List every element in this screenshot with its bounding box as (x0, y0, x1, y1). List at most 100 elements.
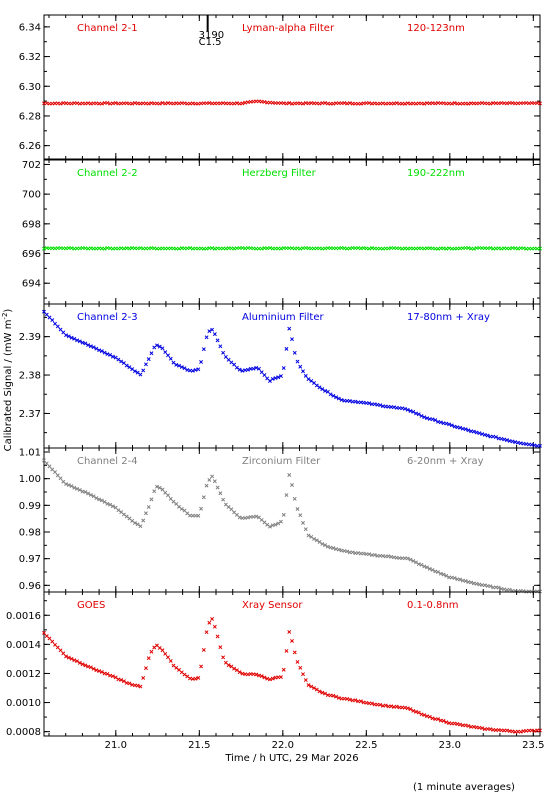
data-point (130, 682, 135, 687)
data-point (201, 347, 206, 352)
data-point (50, 467, 55, 472)
data-point (44, 312, 49, 317)
data-point (226, 663, 231, 668)
data-point (138, 524, 143, 529)
data-point (77, 660, 82, 665)
data-point (342, 101, 347, 105)
data-point (279, 519, 283, 524)
data-point (317, 385, 322, 390)
data-point (105, 100, 110, 105)
data-point (204, 246, 209, 251)
data-point (53, 642, 57, 647)
data-point (69, 335, 74, 340)
data-point (66, 483, 71, 487)
data-point (75, 101, 80, 106)
data-point (334, 395, 339, 400)
data-point (444, 421, 449, 426)
data-point (496, 246, 501, 251)
data-point (284, 101, 289, 106)
y-tick-label: 1.01 (19, 448, 41, 459)
data-point (295, 507, 300, 511)
data-point (268, 379, 272, 383)
panel-frame-3 (43, 303, 541, 449)
data-series-3 (42, 309, 542, 448)
data-point (55, 473, 60, 478)
data-point (221, 655, 226, 660)
data-point (314, 383, 319, 388)
data-point (422, 415, 427, 420)
y-tick-label: 6.26 (19, 141, 41, 152)
data-point (301, 369, 305, 374)
data-point (254, 514, 259, 519)
data-point (75, 486, 80, 491)
data-point (212, 624, 217, 629)
data-point (499, 436, 504, 441)
data-point (290, 337, 294, 342)
data-point (64, 333, 68, 338)
data-point (127, 246, 132, 251)
data-point (72, 485, 77, 490)
y-tick-label: 2.38 (19, 371, 41, 382)
data-point (471, 429, 476, 434)
data-point (58, 476, 63, 481)
y-tick-label: 0.0010 (6, 698, 41, 709)
data-point (221, 497, 226, 502)
data-point (141, 368, 146, 373)
data-point (408, 707, 413, 712)
data-point (447, 422, 452, 427)
data-point (334, 547, 339, 552)
data-point (386, 554, 391, 559)
data-point (458, 722, 463, 727)
data-point (400, 406, 405, 411)
data-point (303, 527, 308, 532)
data-point (416, 412, 421, 417)
x-tick-label: 23.5 (522, 740, 544, 751)
data-point (510, 729, 515, 734)
data-point (210, 246, 215, 250)
data-point (80, 340, 85, 345)
data-point (116, 357, 121, 362)
y-tick-label: 694 (22, 279, 41, 290)
data-point (201, 647, 206, 652)
data-point (287, 473, 292, 477)
data-point (516, 440, 520, 445)
data-point (53, 321, 57, 326)
data-point (221, 350, 226, 355)
data-point (94, 668, 99, 673)
data-point (58, 648, 63, 653)
panel-label: 120-123nm (407, 23, 465, 34)
data-point (163, 350, 168, 355)
data-point (477, 582, 482, 587)
data-point (301, 672, 305, 677)
data-point (99, 101, 104, 106)
data-point (160, 648, 165, 653)
data-point (146, 101, 151, 106)
data-point (210, 474, 215, 479)
data-point (259, 674, 264, 679)
data-point (466, 723, 471, 728)
data-point (455, 722, 460, 726)
data-point (502, 587, 507, 592)
data-point (345, 101, 350, 106)
data-point (416, 562, 421, 567)
data-point (389, 554, 394, 559)
data-point (102, 671, 107, 676)
data-point (449, 423, 454, 428)
data-point (69, 656, 74, 661)
y-tick-label: 1.00 (19, 474, 41, 485)
data-point (303, 100, 308, 105)
data-point (422, 101, 427, 106)
data-point (298, 513, 303, 518)
data-point (55, 645, 60, 650)
data-point (347, 246, 352, 251)
data-point (403, 705, 407, 710)
data-point (113, 505, 118, 510)
data-point (157, 485, 162, 490)
data-point (166, 655, 170, 660)
data-point (223, 354, 228, 359)
panel-label: Channel 2-4 (77, 456, 138, 467)
data-point (521, 246, 526, 251)
y-tick-label: 700 (22, 190, 41, 201)
panel-label: 17-80nm + Xray (407, 312, 490, 323)
data-point (116, 677, 121, 682)
